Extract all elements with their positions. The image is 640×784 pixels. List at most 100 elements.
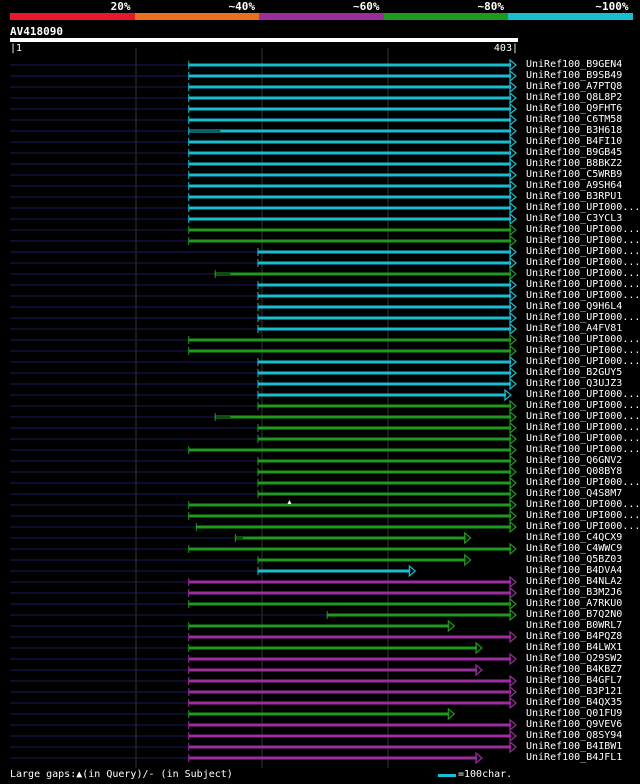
hit-label[interactable]: UniRef100_UPI000... bbox=[526, 224, 640, 235]
hit-label[interactable]: UniRef100_Q9FHT6 bbox=[526, 103, 623, 114]
hit-label[interactable]: UniRef100_A4FV81 bbox=[526, 323, 623, 334]
hit-label[interactable]: UniRef100_B0WRL7 bbox=[526, 620, 623, 631]
hit-row[interactable] bbox=[10, 190, 517, 204]
hit-label[interactable]: UniRef100_UPI000... bbox=[526, 400, 640, 411]
hit-label[interactable]: UniRef100_B4KBZ7 bbox=[526, 664, 623, 675]
hit-row[interactable] bbox=[10, 652, 517, 666]
hit-label[interactable]: UniRef100_Q5BZ03 bbox=[526, 554, 623, 565]
hit-label[interactable]: UniRef100_UPI000... bbox=[526, 433, 640, 444]
hit-row[interactable] bbox=[10, 311, 517, 325]
hit-label[interactable]: UniRef100_C5WRB9 bbox=[526, 169, 623, 180]
hit-row[interactable] bbox=[10, 399, 517, 413]
hit-label[interactable]: UniRef100_UPI000... bbox=[526, 257, 640, 268]
hit-row[interactable] bbox=[10, 179, 517, 193]
hit-label[interactable]: UniRef100_Q9H6L4 bbox=[526, 301, 623, 312]
hit-row[interactable] bbox=[10, 487, 517, 501]
hit-row[interactable] bbox=[10, 476, 517, 490]
hit-row[interactable] bbox=[10, 718, 517, 732]
hit-row[interactable] bbox=[10, 168, 517, 182]
hit-label[interactable]: UniRef100_UPI000... bbox=[526, 290, 640, 301]
hit-label[interactable]: UniRef100_B9GEN4 bbox=[526, 59, 623, 70]
hit-label[interactable]: UniRef100_Q9VEV6 bbox=[526, 719, 623, 730]
hit-row[interactable] bbox=[10, 69, 517, 83]
hit-row[interactable] bbox=[10, 740, 517, 754]
hit-row[interactable] bbox=[10, 278, 517, 292]
hit-row[interactable] bbox=[10, 630, 517, 644]
hit-label[interactable]: UniRef100_Q08BY8 bbox=[526, 466, 623, 477]
hit-row[interactable] bbox=[10, 520, 517, 534]
hit-row[interactable] bbox=[10, 553, 472, 567]
hit-row[interactable] bbox=[10, 322, 517, 336]
hit-label[interactable]: UniRef100_UPI000... bbox=[526, 334, 640, 345]
hit-label[interactable]: UniRef100_UPI000... bbox=[526, 279, 640, 290]
hit-label[interactable]: UniRef100_B7Q2N0 bbox=[526, 609, 623, 620]
hit-row[interactable] bbox=[10, 102, 517, 116]
hit-row[interactable] bbox=[10, 377, 517, 391]
hit-row[interactable] bbox=[10, 575, 517, 589]
hit-row[interactable] bbox=[10, 223, 517, 237]
hit-label[interactable]: UniRef100_B4DVA4 bbox=[526, 565, 623, 576]
hit-row[interactable] bbox=[10, 333, 517, 347]
hit-label[interactable]: UniRef100_UPI000... bbox=[526, 444, 640, 455]
hit-label[interactable]: UniRef100_B8BKZ2 bbox=[526, 158, 623, 169]
hit-row[interactable] bbox=[10, 696, 517, 710]
hit-label[interactable]: UniRef100_B4GFL7 bbox=[526, 675, 623, 686]
hit-label[interactable]: UniRef100_B9SB49 bbox=[526, 70, 623, 81]
hit-label[interactable]: UniRef100_B4NLA2 bbox=[526, 576, 623, 587]
hit-row[interactable] bbox=[10, 388, 512, 402]
hit-row[interactable] bbox=[10, 80, 517, 94]
hit-label[interactable]: UniRef100_Q8L8P2 bbox=[526, 92, 623, 103]
hit-row[interactable] bbox=[10, 201, 517, 215]
hit-label[interactable]: UniRef100_C4WWC9 bbox=[526, 543, 623, 554]
hit-row[interactable] bbox=[10, 234, 517, 248]
hit-row[interactable] bbox=[10, 465, 517, 479]
hit-label[interactable]: UniRef100_B4JFL1 bbox=[526, 752, 623, 763]
hit-label[interactable]: UniRef100_UPI000... bbox=[526, 246, 640, 257]
hit-label[interactable]: UniRef100_Q3UJZ3 bbox=[526, 378, 623, 389]
hit-row[interactable] bbox=[10, 421, 517, 435]
hit-row[interactable] bbox=[10, 355, 517, 369]
hit-row[interactable] bbox=[10, 619, 456, 633]
hit-row[interactable] bbox=[10, 146, 517, 160]
hit-label[interactable]: UniRef100_UPI000... bbox=[526, 312, 640, 323]
hit-label[interactable]: UniRef100_UPI000... bbox=[526, 411, 640, 422]
hit-label[interactable]: UniRef100_UPI000... bbox=[526, 389, 640, 400]
hit-row[interactable] bbox=[10, 542, 517, 556]
hit-label[interactable]: UniRef100_UPI000... bbox=[526, 477, 640, 488]
hit-label[interactable]: UniRef100_A7PTQ8 bbox=[526, 81, 623, 92]
hit-label[interactable]: UniRef100_UPI000... bbox=[526, 521, 640, 532]
hit-label[interactable]: UniRef100_UPI000... bbox=[526, 345, 640, 356]
hit-label[interactable]: UniRef100_B4IBW1 bbox=[526, 741, 623, 752]
hit-label[interactable]: UniRef100_B9GB45 bbox=[526, 147, 623, 158]
hit-label[interactable]: UniRef100_B3M2J6 bbox=[526, 587, 623, 598]
hit-row[interactable] bbox=[10, 300, 517, 314]
hit-row[interactable] bbox=[10, 509, 517, 523]
hit-label[interactable]: UniRef100_B4QX35 bbox=[526, 697, 623, 708]
hit-row[interactable] bbox=[10, 531, 472, 545]
hit-row[interactable] bbox=[10, 212, 517, 226]
hit-label[interactable]: UniRef100_C3YCL3 bbox=[526, 213, 623, 224]
hit-row[interactable] bbox=[10, 443, 517, 457]
hit-label[interactable]: UniRef100_Q6GNV2 bbox=[526, 455, 623, 466]
hit-row[interactable] bbox=[10, 245, 517, 259]
hit-row[interactable] bbox=[10, 366, 517, 380]
hit-row[interactable] bbox=[10, 157, 517, 171]
hit-label[interactable]: UniRef100_C4QCX9 bbox=[526, 532, 623, 543]
hit-row[interactable] bbox=[10, 267, 517, 281]
hit-row[interactable] bbox=[10, 454, 517, 468]
hit-row[interactable] bbox=[10, 498, 517, 512]
hit-label[interactable]: UniRef100_UPI000... bbox=[526, 356, 640, 367]
hit-label[interactable]: UniRef100_UPI000... bbox=[526, 499, 640, 510]
hit-row[interactable] bbox=[10, 58, 517, 72]
hit-row[interactable] bbox=[10, 564, 417, 578]
hit-label[interactable]: UniRef100_A9SH64 bbox=[526, 180, 623, 191]
hit-row[interactable] bbox=[10, 124, 517, 138]
hit-row[interactable] bbox=[10, 289, 517, 303]
hit-row[interactable] bbox=[10, 685, 517, 699]
hit-label[interactable]: UniRef100_Q29SW2 bbox=[526, 653, 623, 664]
hit-label[interactable]: UniRef100_UPI000... bbox=[526, 422, 640, 433]
hit-row[interactable] bbox=[10, 135, 517, 149]
hit-label[interactable]: UniRef100_B4PQZ8 bbox=[526, 631, 623, 642]
hit-row[interactable] bbox=[10, 113, 517, 127]
hit-row[interactable] bbox=[10, 597, 517, 611]
